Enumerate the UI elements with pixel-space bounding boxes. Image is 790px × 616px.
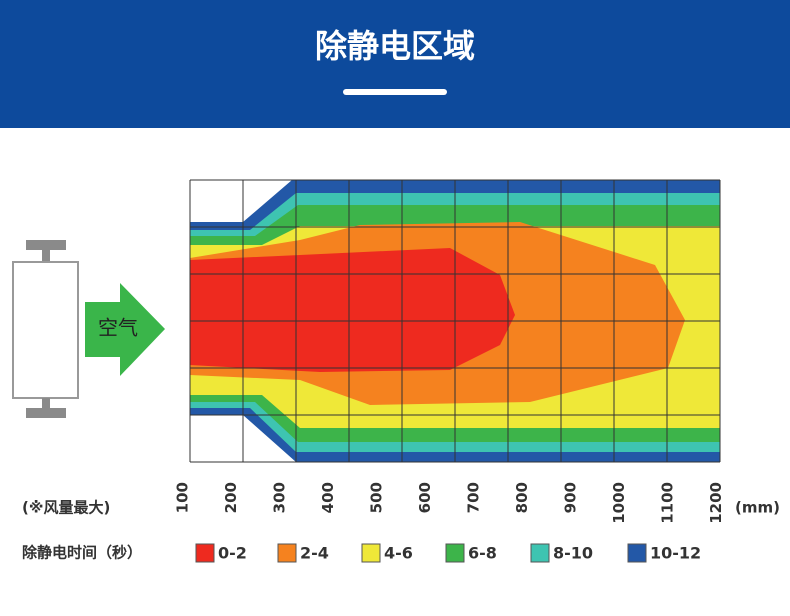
legend-swatch xyxy=(361,543,381,563)
x-tick-label: 1100 xyxy=(659,482,677,524)
grid xyxy=(189,179,721,463)
x-tick-label: 1000 xyxy=(610,482,628,524)
contour-zone xyxy=(190,248,515,372)
note: (※风量最大) xyxy=(22,499,110,517)
header-title: 除静电区域 xyxy=(315,27,475,65)
air-arrow xyxy=(85,283,165,376)
legend-label: 2-4 xyxy=(300,544,329,563)
air-label: 空气 xyxy=(98,316,138,340)
legend-label: 4-6 xyxy=(384,544,413,563)
legend-title: 除静电时间（秒） xyxy=(22,544,142,562)
legend-swatch xyxy=(530,543,550,563)
x-tick-label: 900 xyxy=(562,482,580,513)
legend-swatch xyxy=(627,543,647,563)
x-tick-label: 400 xyxy=(319,482,337,513)
x-tick-label: 300 xyxy=(271,482,289,513)
header-band xyxy=(0,0,790,128)
legend: 0-2 2-4 4-6 6-8 8-10 10-12 xyxy=(195,543,701,563)
x-tick-label: 600 xyxy=(416,482,434,513)
title-underline xyxy=(343,89,447,95)
legend-label: 10-12 xyxy=(650,544,701,563)
legend-label: 8-10 xyxy=(553,544,593,563)
legend-label: 0-2 xyxy=(218,544,247,563)
axis-unit: (mm) xyxy=(735,499,780,517)
legend-label: 6-8 xyxy=(468,544,497,563)
legend-swatch xyxy=(277,543,297,563)
legend-swatch xyxy=(195,543,215,563)
legend-swatch xyxy=(445,543,465,563)
x-tick-label: 500 xyxy=(368,482,386,513)
x-tick-label: 800 xyxy=(513,482,531,513)
axis-ticks: 100 200 300 400 500 600 700 800 900 1000 1100 1200 xyxy=(174,482,726,524)
x-tick-label: 1200 xyxy=(707,482,725,524)
x-tick-label: 100 xyxy=(174,482,192,513)
ionizer-device xyxy=(12,240,79,418)
x-tick-label: 200 xyxy=(222,482,240,513)
x-tick-label: 700 xyxy=(465,482,483,513)
